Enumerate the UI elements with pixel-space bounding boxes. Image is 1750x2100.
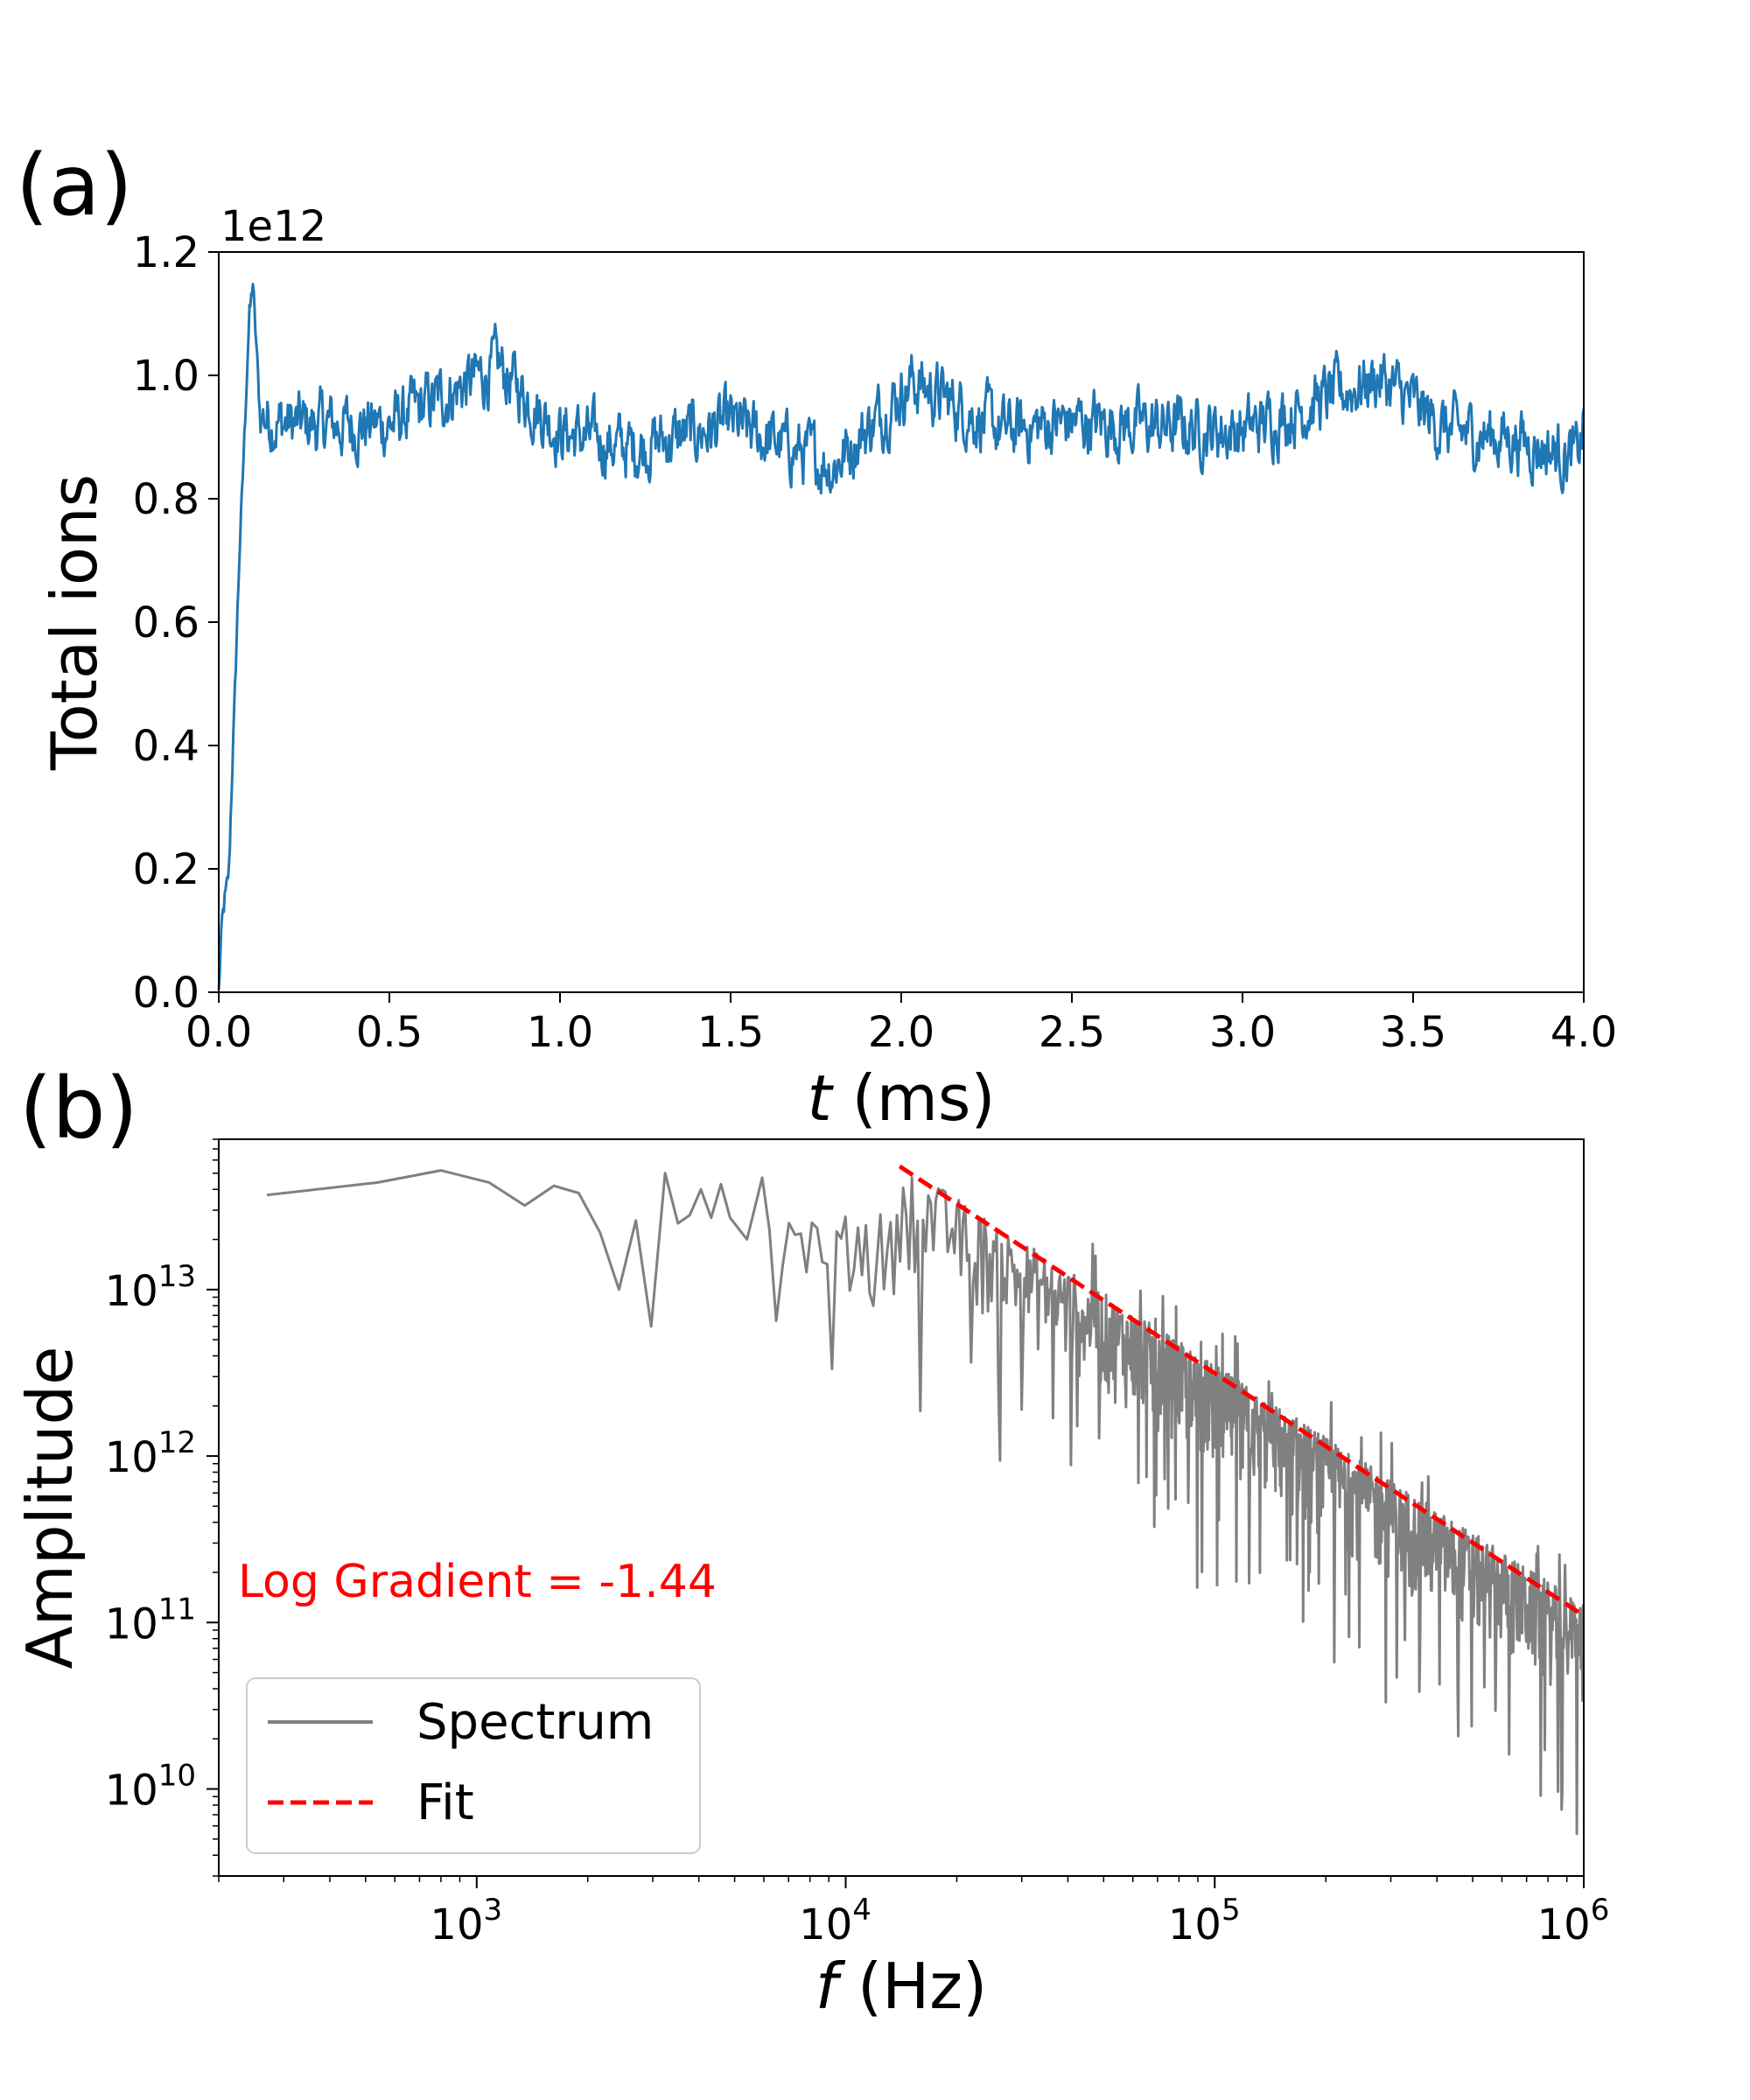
panel-b-ytick-label: 1010: [105, 1759, 196, 1816]
panel-b-chart: 103 104 105 106 1010 1011 1012 1013 Log Gradien…: [13, 1138, 1610, 2023]
panel-a-axes-frame: [218, 251, 1585, 993]
panel-b-xtick-label: 104: [799, 1893, 872, 1950]
panel-a-xtick-label: 2.0: [868, 1008, 934, 1057]
panel-a-xlabel-var: t: [808, 1061, 835, 1135]
panel-b-label: (b): [19, 1060, 138, 1158]
panel-b-xtick-label: 106: [1537, 1893, 1610, 1950]
panel-b-ytick-label: 1012: [105, 1425, 196, 1482]
panel-b-xtick-label: 103: [430, 1893, 502, 1950]
panel-a-xtick-label: 0.0: [186, 1008, 252, 1057]
panel-b-xtick-label: 105: [1168, 1893, 1241, 1950]
panel-b-xlabel: f (Hz): [816, 1950, 987, 2023]
legend-fit-label: Fit: [416, 1774, 474, 1831]
panel-a-ytick-label: 0.4: [133, 722, 200, 771]
panel-b-axes-frame: [218, 1138, 1585, 1877]
panel-a-xtick-label: 3.0: [1209, 1008, 1276, 1057]
panel-a-ytick-label: 1.0: [133, 352, 200, 401]
panel-a-xtick-label: 0.5: [356, 1008, 423, 1057]
panel-a-xtick-label: 2.5: [1039, 1008, 1105, 1057]
panel-a-label: (a): [16, 136, 133, 234]
log-gradient-annotation: Log Gradient = -1.44: [238, 1556, 717, 1608]
panel-a-xtick-label: 1.5: [697, 1008, 764, 1057]
legend-spectrum-label: Spectrum: [416, 1694, 654, 1751]
panel-b-xlabel-unit: (Hz): [837, 1950, 987, 2023]
panel-a-ytick-label: 0.2: [133, 845, 200, 894]
panel-a-ylabel: Total ions: [38, 474, 111, 771]
panel-a-ytick-label: 0.0: [133, 969, 200, 1018]
panel-b-ticks: 103 104 105 106 1010 1011 1012 1013: [105, 1138, 1610, 1950]
panel-a-xlabel: t (ms): [808, 1061, 996, 1135]
panel-b-ytick-label: 1013: [105, 1259, 196, 1316]
panel-a-ytick-label: 0.8: [133, 475, 200, 524]
panel-a-xtick-label: 3.5: [1380, 1008, 1446, 1057]
panel-b-ylabel: Amplitude: [13, 1347, 87, 1670]
panel-a-ytick-label: 0.6: [133, 598, 200, 648]
panel-a-xtick-label: 4.0: [1550, 1008, 1617, 1057]
panel-a-chart: 0.0 0.5 1.0 1.5 2.0 2.5 3.0 3.5 4.0 0.0 0.2 0.4 0.6 0…: [38, 202, 1617, 1135]
panel-a-ytick-label: 1.2: [133, 228, 200, 277]
panel-b-ytick-label: 1011: [105, 1592, 196, 1648]
panel-a-series-layer: [217, 283, 1586, 990]
panel-a-xlabel-unit: (ms): [832, 1061, 996, 1135]
spectrum-series-line: [266, 1169, 1584, 1836]
panel-b-series-layer: [266, 1164, 1584, 1836]
panel-a-offset-text: 1e12: [220, 202, 326, 251]
panel-a-ticks: 0.0 0.5 1.0 1.5 2.0 2.5 3.0 3.5 4.0 0.0 0.2 0.4 0.6 0…: [133, 228, 1618, 1057]
panel-a-xtick-label: 1.0: [527, 1008, 593, 1057]
legend: Spectrum Fit: [246, 1677, 701, 1854]
total-ions-series-line: [217, 283, 1586, 990]
